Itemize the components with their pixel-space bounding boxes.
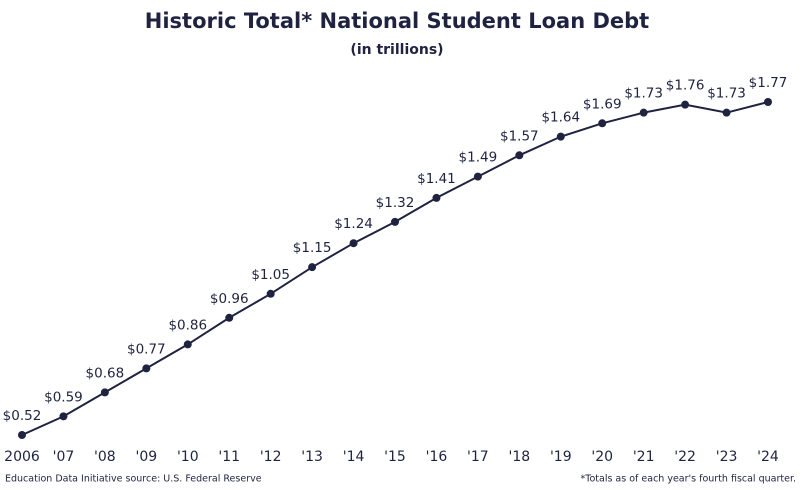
data-label: $1.76: [666, 78, 705, 94]
chart-title: Historic Total* National Student Loan De…: [145, 9, 649, 33]
data-label: $1.15: [293, 240, 332, 256]
x-tick-label: '13: [301, 449, 323, 465]
data-label: $1.69: [583, 96, 622, 112]
data-label: $1.73: [707, 86, 746, 102]
data-label: $1.32: [376, 195, 415, 211]
line: [21, 101, 769, 436]
x-tick-label: '17: [467, 449, 489, 465]
x-tick-label: '12: [260, 449, 282, 465]
x-tick-label: '21: [633, 449, 655, 465]
point: [639, 108, 648, 117]
point: [391, 217, 399, 226]
chart-subtitle: (in trillions): [350, 42, 443, 58]
point: [142, 364, 151, 373]
point: [59, 412, 68, 421]
point: [308, 263, 317, 272]
point: [681, 100, 690, 109]
x-tick-label: '14: [343, 449, 365, 465]
x-tick-label: '22: [674, 449, 696, 465]
source: Education Data Initiative source: U.S. F…: [5, 474, 262, 485]
x-tick-label: '23: [716, 449, 738, 465]
data-label: $0.59: [44, 389, 83, 405]
x-tick-label: '24: [757, 449, 779, 465]
data-label: $1.24: [334, 216, 373, 232]
point: [349, 239, 358, 248]
data-label: $1.64: [541, 110, 580, 126]
x-tick-label: '19: [550, 449, 572, 465]
point: [225, 313, 234, 322]
x-tick-label: '08: [94, 449, 116, 465]
point: [722, 108, 731, 117]
x-tick-label: '20: [591, 449, 613, 465]
data-label: $0.77: [127, 341, 166, 357]
point: [515, 151, 524, 160]
data-label: $1.77: [749, 75, 788, 91]
x-tick-label: '09: [135, 449, 157, 465]
x-tick-label: '18: [508, 449, 530, 465]
data-label: $0.96: [210, 291, 249, 307]
point: [100, 388, 109, 397]
data-label: $1.41: [417, 171, 456, 187]
point: [556, 132, 565, 141]
x-tick-label: '07: [53, 449, 75, 465]
point: [473, 172, 482, 181]
point: [18, 431, 26, 439]
point: [266, 289, 275, 298]
data-label: $0.86: [168, 317, 207, 333]
data-label: $0.68: [86, 365, 125, 381]
x-tick-label: '15: [384, 449, 406, 465]
x-tick-label: 2006: [4, 449, 40, 465]
point: [764, 98, 772, 106]
point: [598, 119, 607, 128]
x-tick-label: '10: [177, 449, 199, 465]
x-tick-label: '11: [218, 449, 240, 465]
point: [432, 193, 441, 202]
data-label: $1.57: [500, 128, 539, 144]
data-label: $1.05: [251, 267, 290, 283]
x-tick-label: '16: [426, 449, 448, 465]
data-label: $1.49: [459, 150, 498, 166]
point: [183, 340, 192, 349]
data-label: $0.52: [3, 408, 42, 424]
data-label: $1.73: [624, 86, 663, 102]
footnote: *Totals as of each year's fourth fiscal …: [581, 474, 796, 485]
